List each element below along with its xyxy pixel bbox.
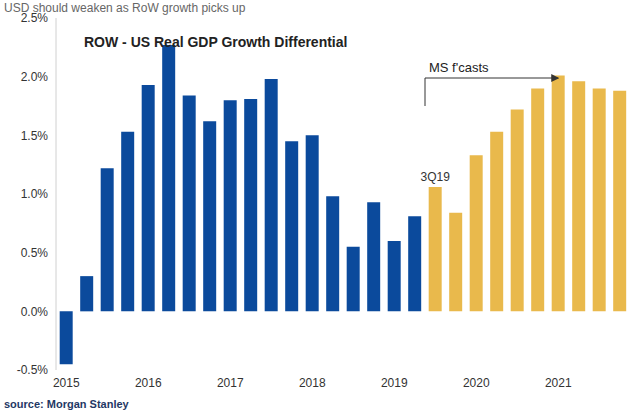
svg-text:USD should weaken as RoW growt: USD should weaken as RoW growth picks up bbox=[8, 1, 246, 15]
svg-text:ROW - US Real GDP Growth Diffe: ROW - US Real GDP Growth Differential bbox=[84, 34, 347, 50]
svg-text:0.5%: 0.5% bbox=[21, 246, 49, 260]
svg-text:3Q19: 3Q19 bbox=[421, 170, 451, 184]
svg-text:0.0%: 0.0% bbox=[21, 305, 49, 319]
svg-text:2018: 2018 bbox=[299, 376, 326, 390]
svg-text:2020: 2020 bbox=[463, 376, 490, 390]
svg-text:source: Morgan Stanley: source: Morgan Stanley bbox=[8, 398, 130, 410]
svg-text:-0.5%: -0.5% bbox=[17, 363, 49, 377]
svg-text:MS f'casts: MS f'casts bbox=[429, 60, 489, 75]
svg-text:2.5%: 2.5% bbox=[21, 11, 49, 25]
svg-text:2016: 2016 bbox=[135, 376, 162, 390]
svg-text:2019: 2019 bbox=[381, 376, 408, 390]
svg-text:2021: 2021 bbox=[545, 376, 572, 390]
svg-text:2017: 2017 bbox=[217, 376, 244, 390]
svg-text:1.0%: 1.0% bbox=[21, 187, 49, 201]
svg-text:2015: 2015 bbox=[53, 376, 80, 390]
svg-text:1.5%: 1.5% bbox=[21, 129, 49, 143]
svg-text:2.0%: 2.0% bbox=[21, 70, 49, 84]
